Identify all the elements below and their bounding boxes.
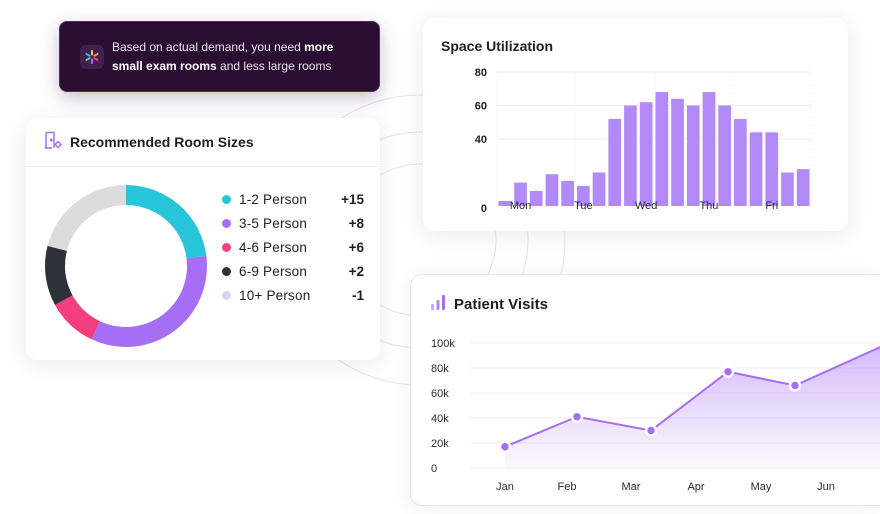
space-utilization-chart: 80 60 40 0 Mon Tue Wed Thu Fri xyxy=(475,67,812,215)
x-tick-label: Tue xyxy=(574,200,593,212)
bar xyxy=(592,172,606,206)
bar xyxy=(702,92,716,206)
legend-label: 10+ Person xyxy=(239,287,311,303)
x-tick-label: May xyxy=(751,481,772,493)
bar xyxy=(498,200,512,206)
x-tick-label: Mar xyxy=(622,481,641,493)
legend-item: 10+ Person -1 xyxy=(222,283,364,307)
y-tick-label: 40 xyxy=(475,134,487,146)
area-fill xyxy=(505,347,880,470)
patient-visits-title: Patient Visits xyxy=(454,296,548,313)
donut-slice xyxy=(91,255,208,347)
bar xyxy=(608,118,622,206)
x-tick-label: Mon xyxy=(510,200,531,212)
room-sizes-title: Recommended Room Sizes xyxy=(70,134,254,150)
room-sizes-card: Recommended Room Sizes 1-2 Person +15 3-… xyxy=(26,118,380,360)
data-point xyxy=(721,365,735,378)
data-point xyxy=(498,440,512,453)
bar xyxy=(718,105,731,206)
legend-value: +6 xyxy=(348,239,364,255)
legend-label: 6-9 Person xyxy=(239,263,308,279)
bar xyxy=(655,92,669,206)
data-point xyxy=(644,424,658,437)
legend-value: -1 xyxy=(351,287,364,303)
bar xyxy=(749,132,763,206)
legend-value: +2 xyxy=(348,263,364,279)
bar xyxy=(781,172,794,206)
x-tick-label: Jan xyxy=(496,481,514,493)
legend-dot-icon xyxy=(222,266,231,276)
x-tick-label: Feb xyxy=(558,481,577,493)
bar xyxy=(796,169,810,206)
bar xyxy=(529,190,543,206)
bar xyxy=(514,182,527,206)
y-tick-label: 60k xyxy=(431,388,449,400)
legend-label: 3-5 Person xyxy=(239,215,308,231)
insight-banner: Based on actual demand, you need more sm… xyxy=(59,21,380,92)
data-point xyxy=(570,410,584,423)
donut-slice xyxy=(45,245,73,306)
series-line xyxy=(504,346,880,448)
bar xyxy=(765,132,779,206)
y-tick-label: 100k xyxy=(431,338,455,350)
bar xyxy=(561,180,574,206)
legend-dot-icon xyxy=(222,218,231,228)
bar xyxy=(639,102,653,206)
room-size-donut-chart xyxy=(45,185,208,347)
x-tick-label: Apr xyxy=(687,481,704,493)
legend-label: 1-2 Person xyxy=(239,191,308,207)
y-tick-label: 20k xyxy=(431,438,449,450)
space-utilization-card: Space Utilization 80 60 40 0 Mon Tue Wed Thu Fri xyxy=(423,18,848,231)
bar xyxy=(734,118,747,206)
data-point xyxy=(788,379,802,392)
y-tick-label: 0 xyxy=(431,463,437,475)
x-tick-label: Fri xyxy=(765,200,778,212)
y-tick-label: 0 xyxy=(481,203,487,215)
legend-item: 1-2 Person +15 xyxy=(222,187,364,211)
legend-value: +15 xyxy=(341,191,364,207)
legend-dot-icon xyxy=(222,290,231,300)
bar xyxy=(671,98,684,206)
legend-value: +8 xyxy=(348,215,364,231)
y-tick-label: 80 xyxy=(475,67,487,79)
donut-slice xyxy=(55,295,101,340)
y-tick-label: 40k xyxy=(431,413,449,425)
donut-slice xyxy=(47,185,126,251)
room-sizes-header: Recommended Room Sizes xyxy=(26,118,380,167)
insight-text: Based on actual demand, you need more sm… xyxy=(112,39,334,73)
patient-visits-chart: 100k 80k 60k 40k 20k 0 Jan Feb Mar Apr May Jun xyxy=(431,338,880,493)
bar xyxy=(686,105,700,206)
bar-chart-icon xyxy=(430,294,446,315)
legend-dot-icon xyxy=(222,242,231,252)
legend-item: 6-9 Person +2 xyxy=(222,259,364,283)
legend-label: 4-6 Person xyxy=(239,239,308,255)
y-tick-label: 60 xyxy=(475,101,487,113)
donut-slice xyxy=(126,185,207,259)
legend-item: 4-6 Person +6 xyxy=(222,235,364,259)
bar xyxy=(577,185,590,206)
patient-visits-header: Patient Visits xyxy=(430,294,548,315)
legend-item: 3-5 Person +8 xyxy=(222,211,364,235)
legend-dot-icon xyxy=(222,194,231,204)
room-settings-icon xyxy=(43,130,63,155)
patient-visits-card: Patient Visits 100k 80k 60k 40k 20k 0 Jan Feb Ma… xyxy=(410,274,880,506)
sparkle-icon xyxy=(80,44,104,69)
y-tick-label: 80k xyxy=(431,363,449,375)
room-size-legend: 1-2 Person +15 3-5 Person +8 4-6 Person … xyxy=(222,187,364,307)
x-tick-label: Wed xyxy=(635,200,657,212)
x-tick-label: Thu xyxy=(699,200,718,212)
bar xyxy=(545,174,559,206)
space-utilization-title: Space Utilization xyxy=(441,38,554,54)
x-tick-label: Jun xyxy=(817,481,835,493)
bar xyxy=(624,105,637,206)
